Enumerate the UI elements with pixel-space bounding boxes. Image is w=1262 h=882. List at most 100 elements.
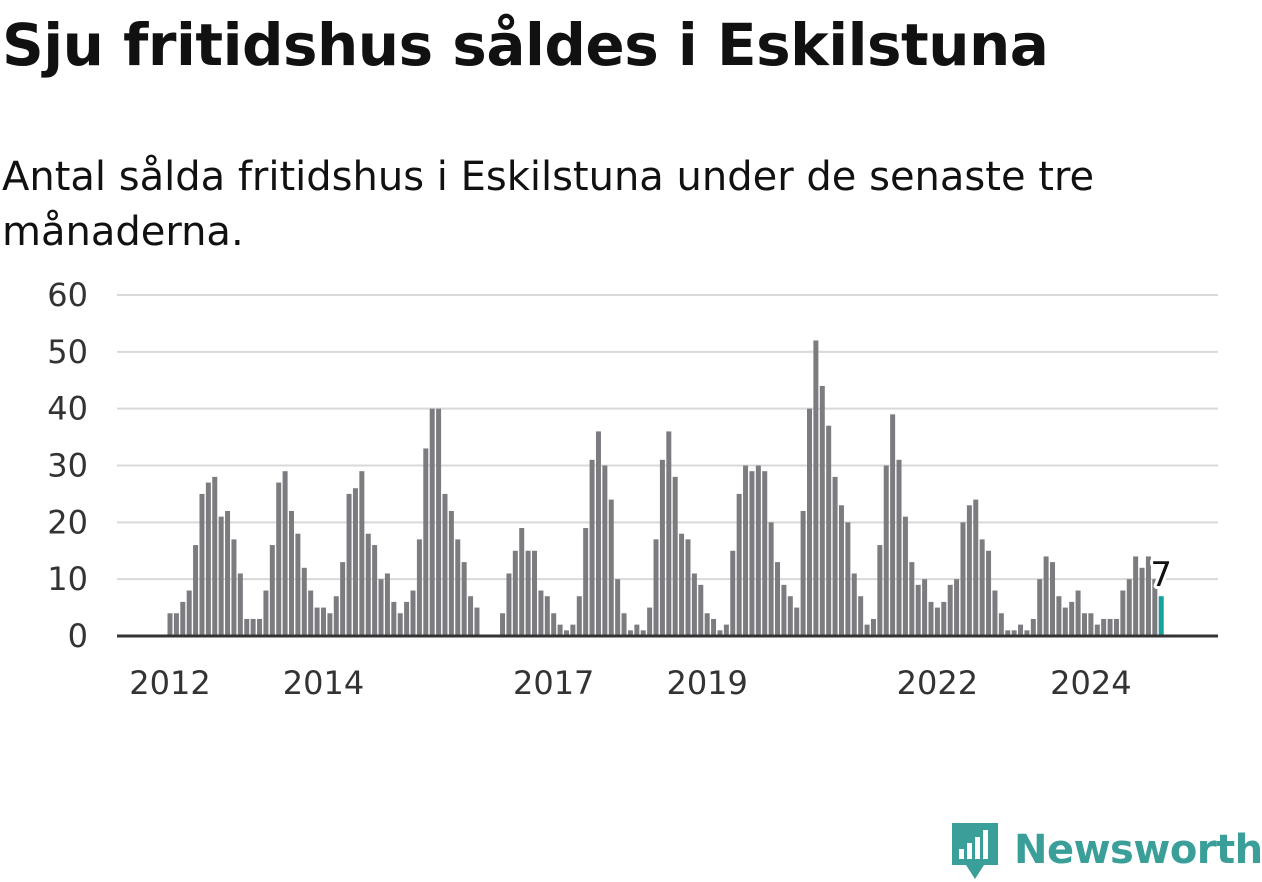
bar bbox=[205, 482, 211, 636]
bar bbox=[333, 596, 339, 636]
bar bbox=[1107, 618, 1113, 636]
bar bbox=[858, 596, 864, 636]
bar bbox=[1005, 630, 1011, 636]
bar bbox=[775, 562, 781, 636]
bar bbox=[672, 476, 678, 636]
bar bbox=[436, 408, 442, 636]
bar bbox=[691, 573, 697, 636]
bar bbox=[698, 584, 704, 636]
bar bbox=[301, 567, 307, 636]
bar bbox=[621, 613, 627, 636]
bar bbox=[455, 539, 461, 636]
bar bbox=[1075, 590, 1081, 636]
y-tick-label: 30 bbox=[47, 447, 88, 485]
x-tick-label: 2012 bbox=[129, 664, 210, 702]
bar bbox=[180, 601, 186, 636]
bar bbox=[659, 459, 665, 636]
bar bbox=[1120, 590, 1126, 636]
bar bbox=[832, 476, 838, 636]
bar bbox=[538, 590, 544, 636]
bar bbox=[551, 613, 557, 636]
y-tick-label: 0 bbox=[68, 617, 88, 655]
bar bbox=[813, 340, 819, 636]
bar bbox=[378, 579, 384, 636]
bar bbox=[365, 533, 371, 636]
bar bbox=[295, 533, 301, 636]
bar bbox=[544, 596, 550, 636]
bar bbox=[1056, 596, 1062, 636]
bar bbox=[346, 493, 352, 636]
bar bbox=[896, 459, 902, 636]
bar bbox=[1062, 607, 1068, 636]
bar bbox=[289, 510, 294, 636]
bar bbox=[327, 613, 333, 636]
bar bbox=[244, 618, 250, 636]
bar bbox=[397, 613, 403, 636]
bar bbox=[979, 539, 985, 636]
bar bbox=[1030, 618, 1036, 636]
bar bbox=[263, 590, 269, 636]
bar bbox=[589, 459, 595, 636]
bar bbox=[922, 579, 928, 636]
x-tick-label: 2014 bbox=[283, 664, 364, 702]
bar bbox=[557, 624, 563, 636]
bar bbox=[640, 630, 646, 636]
bar bbox=[634, 624, 640, 636]
bar bbox=[864, 624, 870, 636]
bar bbox=[525, 550, 531, 636]
bar bbox=[237, 573, 243, 636]
bar bbox=[423, 448, 429, 636]
bar bbox=[973, 499, 979, 636]
bar bbox=[1101, 618, 1107, 636]
bar bbox=[749, 471, 755, 636]
x-tick-label: 2017 bbox=[513, 664, 594, 702]
bar bbox=[954, 579, 960, 636]
bar bbox=[1081, 613, 1087, 636]
bar bbox=[743, 465, 749, 636]
bar bbox=[372, 545, 378, 636]
y-tick-label: 20 bbox=[47, 503, 88, 541]
bar bbox=[928, 601, 934, 636]
bar bbox=[576, 596, 582, 636]
bar bbox=[627, 630, 633, 636]
bar bbox=[532, 550, 538, 636]
bar bbox=[506, 573, 512, 636]
bar bbox=[250, 618, 256, 636]
bar bbox=[902, 516, 908, 636]
bar bbox=[819, 385, 825, 636]
bar bbox=[359, 471, 365, 636]
x-tick-label: 2024 bbox=[1050, 664, 1131, 702]
bar bbox=[685, 539, 691, 636]
bar bbox=[653, 539, 659, 636]
bar bbox=[519, 528, 525, 636]
bar bbox=[679, 533, 685, 636]
bars bbox=[167, 340, 1164, 636]
bar bbox=[915, 584, 921, 636]
bar bbox=[391, 601, 397, 636]
bar bbox=[723, 624, 729, 636]
chart-subtitle: Antal sålda fritidshus i Eskilstuna unde… bbox=[2, 154, 1095, 255]
bar bbox=[800, 510, 806, 636]
bar bbox=[1139, 567, 1145, 636]
bar bbox=[404, 601, 410, 636]
bar bbox=[647, 607, 653, 636]
bar bbox=[890, 414, 896, 636]
highlighted-bar bbox=[1158, 596, 1164, 636]
bar bbox=[461, 562, 467, 636]
bar bbox=[583, 528, 589, 636]
bar bbox=[448, 510, 454, 636]
bar bbox=[199, 493, 205, 636]
bar bbox=[845, 522, 851, 636]
bar bbox=[218, 516, 224, 636]
bar bbox=[340, 562, 346, 636]
bar bbox=[781, 584, 787, 636]
bar bbox=[173, 613, 179, 636]
bar bbox=[320, 607, 326, 636]
bar bbox=[704, 613, 710, 636]
bar bbox=[1133, 556, 1139, 636]
bar bbox=[1069, 601, 1075, 636]
bar bbox=[1088, 613, 1094, 636]
chart-title: Sju fritidshus såldes i Eskilstuna bbox=[2, 11, 1049, 79]
y-tick-label: 40 bbox=[47, 390, 88, 428]
bar bbox=[736, 493, 742, 636]
